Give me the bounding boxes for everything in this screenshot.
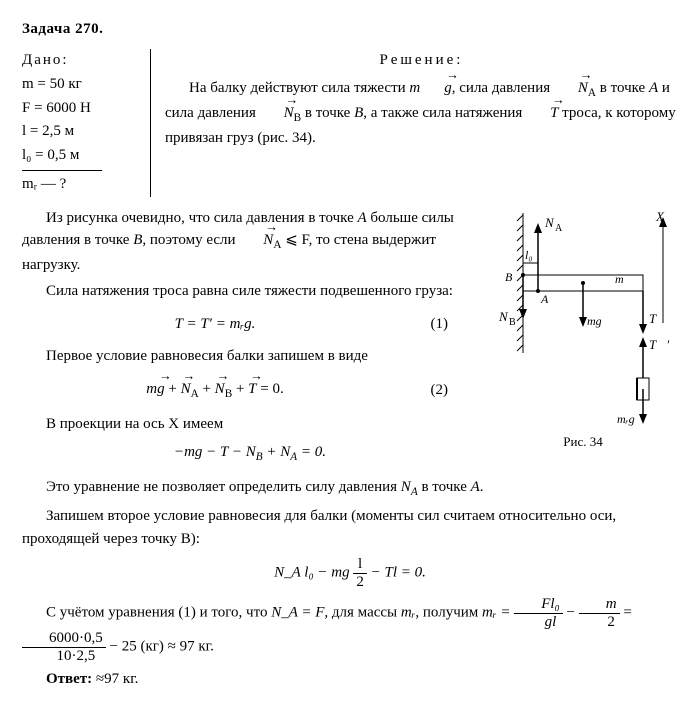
figure-svg: N⃗A N⃗B X l₀ B A m mg⃗ T⃗ T⃗′ mᵣg⃗	[493, 203, 673, 428]
t: B	[133, 232, 142, 248]
svg-text:l₀: l₀	[525, 248, 533, 262]
t: mᵣ =	[482, 604, 514, 620]
given-ask: mᵣ — ?	[22, 173, 142, 196]
svg-text:B: B	[509, 317, 516, 328]
t: , для массы	[324, 604, 400, 620]
para-8: С учётом уравнения (1) и того, что N_A =…	[22, 596, 678, 664]
para-1: На балку действуют сила тяжести mg, сила…	[165, 77, 678, 149]
given-l: l = 2,5 м	[22, 120, 142, 143]
svg-text:mg⃗: mg⃗	[587, 314, 611, 328]
t: A	[471, 479, 480, 495]
para-3: Сила натяжения троса равна силе тяжести …	[22, 280, 478, 303]
figure-caption: Рис. 34	[488, 432, 678, 452]
given-F: F = 6000 Н	[22, 97, 142, 120]
svg-text:B: B	[505, 270, 513, 284]
given-rule	[22, 170, 102, 171]
left-col: Из рисунка очевидно, что сила давления в…	[22, 203, 488, 473]
figure: N⃗A N⃗B X l₀ B A m mg⃗ T⃗ T⃗′ mᵣg⃗ Рис. …	[488, 203, 678, 473]
given-m: m = 50 кг	[22, 73, 142, 96]
t: =	[620, 604, 632, 620]
top-row: Дано: m = 50 кг F = 6000 Н l = 2,5 м l₀ …	[22, 49, 678, 197]
eq4: N_A l₀ − mg l2 − Tl = 0.	[22, 556, 678, 590]
t: mᵣ	[401, 604, 416, 620]
t: , получим	[415, 604, 482, 620]
t: +	[232, 381, 248, 397]
t: .	[480, 479, 484, 495]
para-7: Запишем второе условие равновесия для ба…	[22, 505, 678, 550]
eq3: −mg − T − NB + NA = 0.	[22, 441, 478, 466]
t: A	[358, 210, 367, 226]
svg-text:m: m	[615, 272, 624, 286]
t: в точке	[418, 479, 471, 495]
t: , а также сила натяжения	[363, 105, 526, 121]
answer-value: ≈97 кг.	[96, 671, 138, 687]
eq1-row: T = T′ = mᵣg. (1)	[22, 307, 478, 342]
t: На балку действуют сила тяжести	[189, 80, 409, 96]
t: Из рисунка очевидно, что сила давления в…	[46, 210, 358, 226]
answer: Ответ: ≈97 кг.	[22, 668, 678, 691]
t: − 25 (кг) ≈ 97 кг.	[106, 638, 214, 654]
t: B	[354, 105, 363, 121]
t: −	[563, 604, 579, 620]
t: ⩽ F	[281, 232, 308, 248]
eq1: T = T′ = mᵣg.	[22, 313, 408, 336]
t: +	[199, 381, 215, 397]
para-5: В проекции на ось X имеем	[22, 413, 478, 436]
eq1-num: (1)	[408, 313, 478, 336]
svg-text:A: A	[555, 223, 563, 234]
mid-wrap: Из рисунка очевидно, что сила давления в…	[22, 203, 678, 473]
given-header: Дано:	[22, 49, 142, 72]
svg-text:T⃗: T⃗	[649, 311, 666, 326]
t: С учётом уравнения (1) и того, что	[46, 604, 271, 620]
eq2: mg + NA + NB + T = 0.	[22, 378, 408, 403]
svg-text:X: X	[655, 209, 665, 224]
t: в точке	[596, 80, 649, 96]
para-4: Первое условие равновесия балки запишем …	[22, 345, 478, 368]
t: в точке	[301, 105, 354, 121]
t: Это уравнение не позволяет определить си…	[46, 479, 401, 495]
para-2: Из рисунка очевидно, что сила давления в…	[22, 207, 478, 277]
svg-text:A: A	[540, 292, 549, 306]
eq2-row: mg + NA + NB + T = 0. (2)	[22, 372, 478, 409]
svg-text:mᵣg⃗: mᵣg⃗	[617, 412, 644, 426]
eq2-num: (2)	[408, 379, 478, 402]
answer-label: Ответ:	[46, 671, 96, 687]
svg-text:T⃗′: T⃗′	[649, 337, 669, 352]
t: N_A = F	[271, 604, 324, 620]
t: , поэтому если	[142, 232, 239, 248]
t: A	[649, 80, 658, 96]
given-column: Дано: m = 50 кг F = 6000 Н l = 2,5 м l₀ …	[22, 49, 151, 197]
problem-title: Задача 270.	[22, 18, 678, 41]
para-6: Это уравнение не позволяет определить си…	[22, 476, 678, 501]
solution-column: Решение: На балку действуют сила тяжести…	[151, 49, 678, 197]
given-l0: l₀ = 0,5 м	[22, 144, 142, 167]
